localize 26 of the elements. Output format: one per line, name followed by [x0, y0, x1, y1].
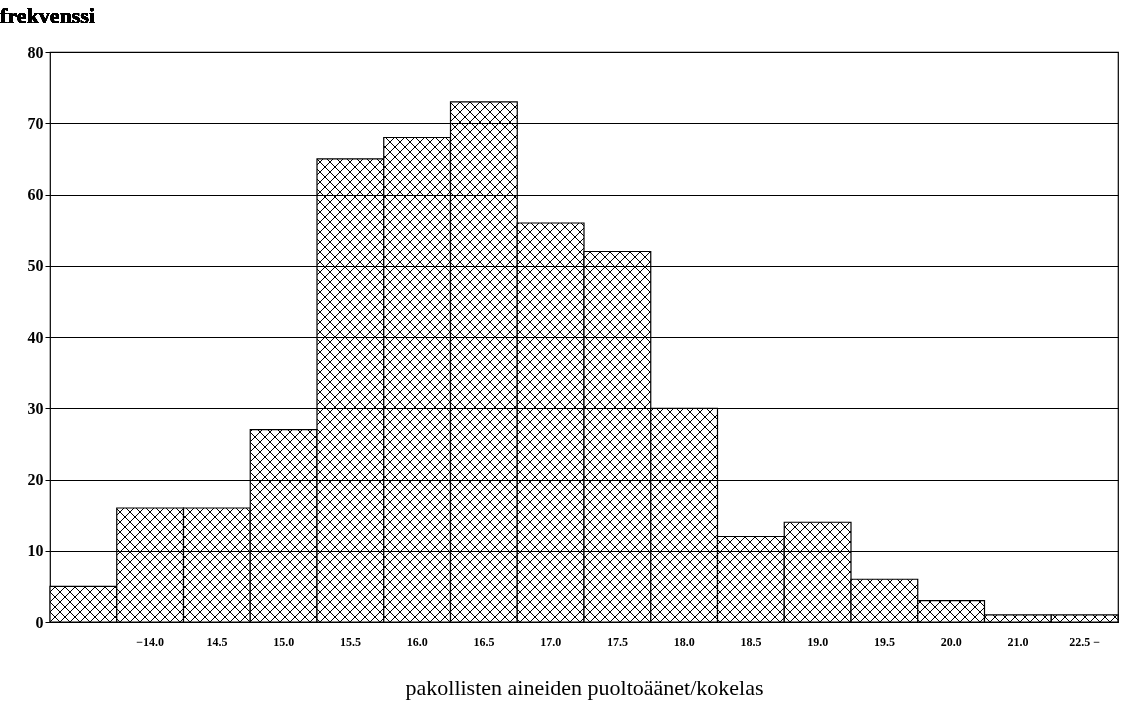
y-tick-label: 60 — [27, 186, 44, 203]
x-tick-label: 19.5 — [873, 634, 895, 649]
x-tick-label: 22.5 − — [1069, 634, 1101, 649]
y-tick-label: 10 — [27, 542, 44, 560]
x-tick-label: 15.0 — [273, 634, 295, 649]
x-tick-label: 18.5 — [740, 634, 762, 649]
x-tick-label: 19.0 — [807, 634, 829, 649]
x-tick-label: 16.0 — [406, 634, 428, 649]
y-tick-label: 40 — [27, 328, 44, 346]
x-axis-title: pakollisten aineiden puoltoäänet/kokelas — [405, 674, 764, 700]
x-tick-label: 21.0 — [1007, 634, 1029, 649]
x-tick-label: 18.0 — [673, 634, 695, 649]
y-tick-label: 0 — [35, 613, 44, 631]
x-tick-label: 16.5 — [473, 634, 495, 649]
x-tick-label: 14.5 — [206, 634, 228, 649]
x-tick-label: −14.0 — [136, 634, 165, 649]
y-tick-label: 50 — [27, 257, 44, 275]
x-tick-label: 15.5 — [339, 634, 361, 649]
x-tick-label: 17.5 — [606, 634, 628, 649]
x-tick-label: 20.0 — [940, 634, 962, 649]
y-axis-title: frekvenssi — [0, 3, 95, 28]
y-tick-label: 30 — [27, 399, 44, 417]
x-tick-label: 17.0 — [540, 634, 562, 649]
y-tick-label: 80 — [27, 43, 44, 61]
y-tick-label: 20 — [27, 471, 44, 488]
y-tick-label: 70 — [27, 114, 44, 132]
